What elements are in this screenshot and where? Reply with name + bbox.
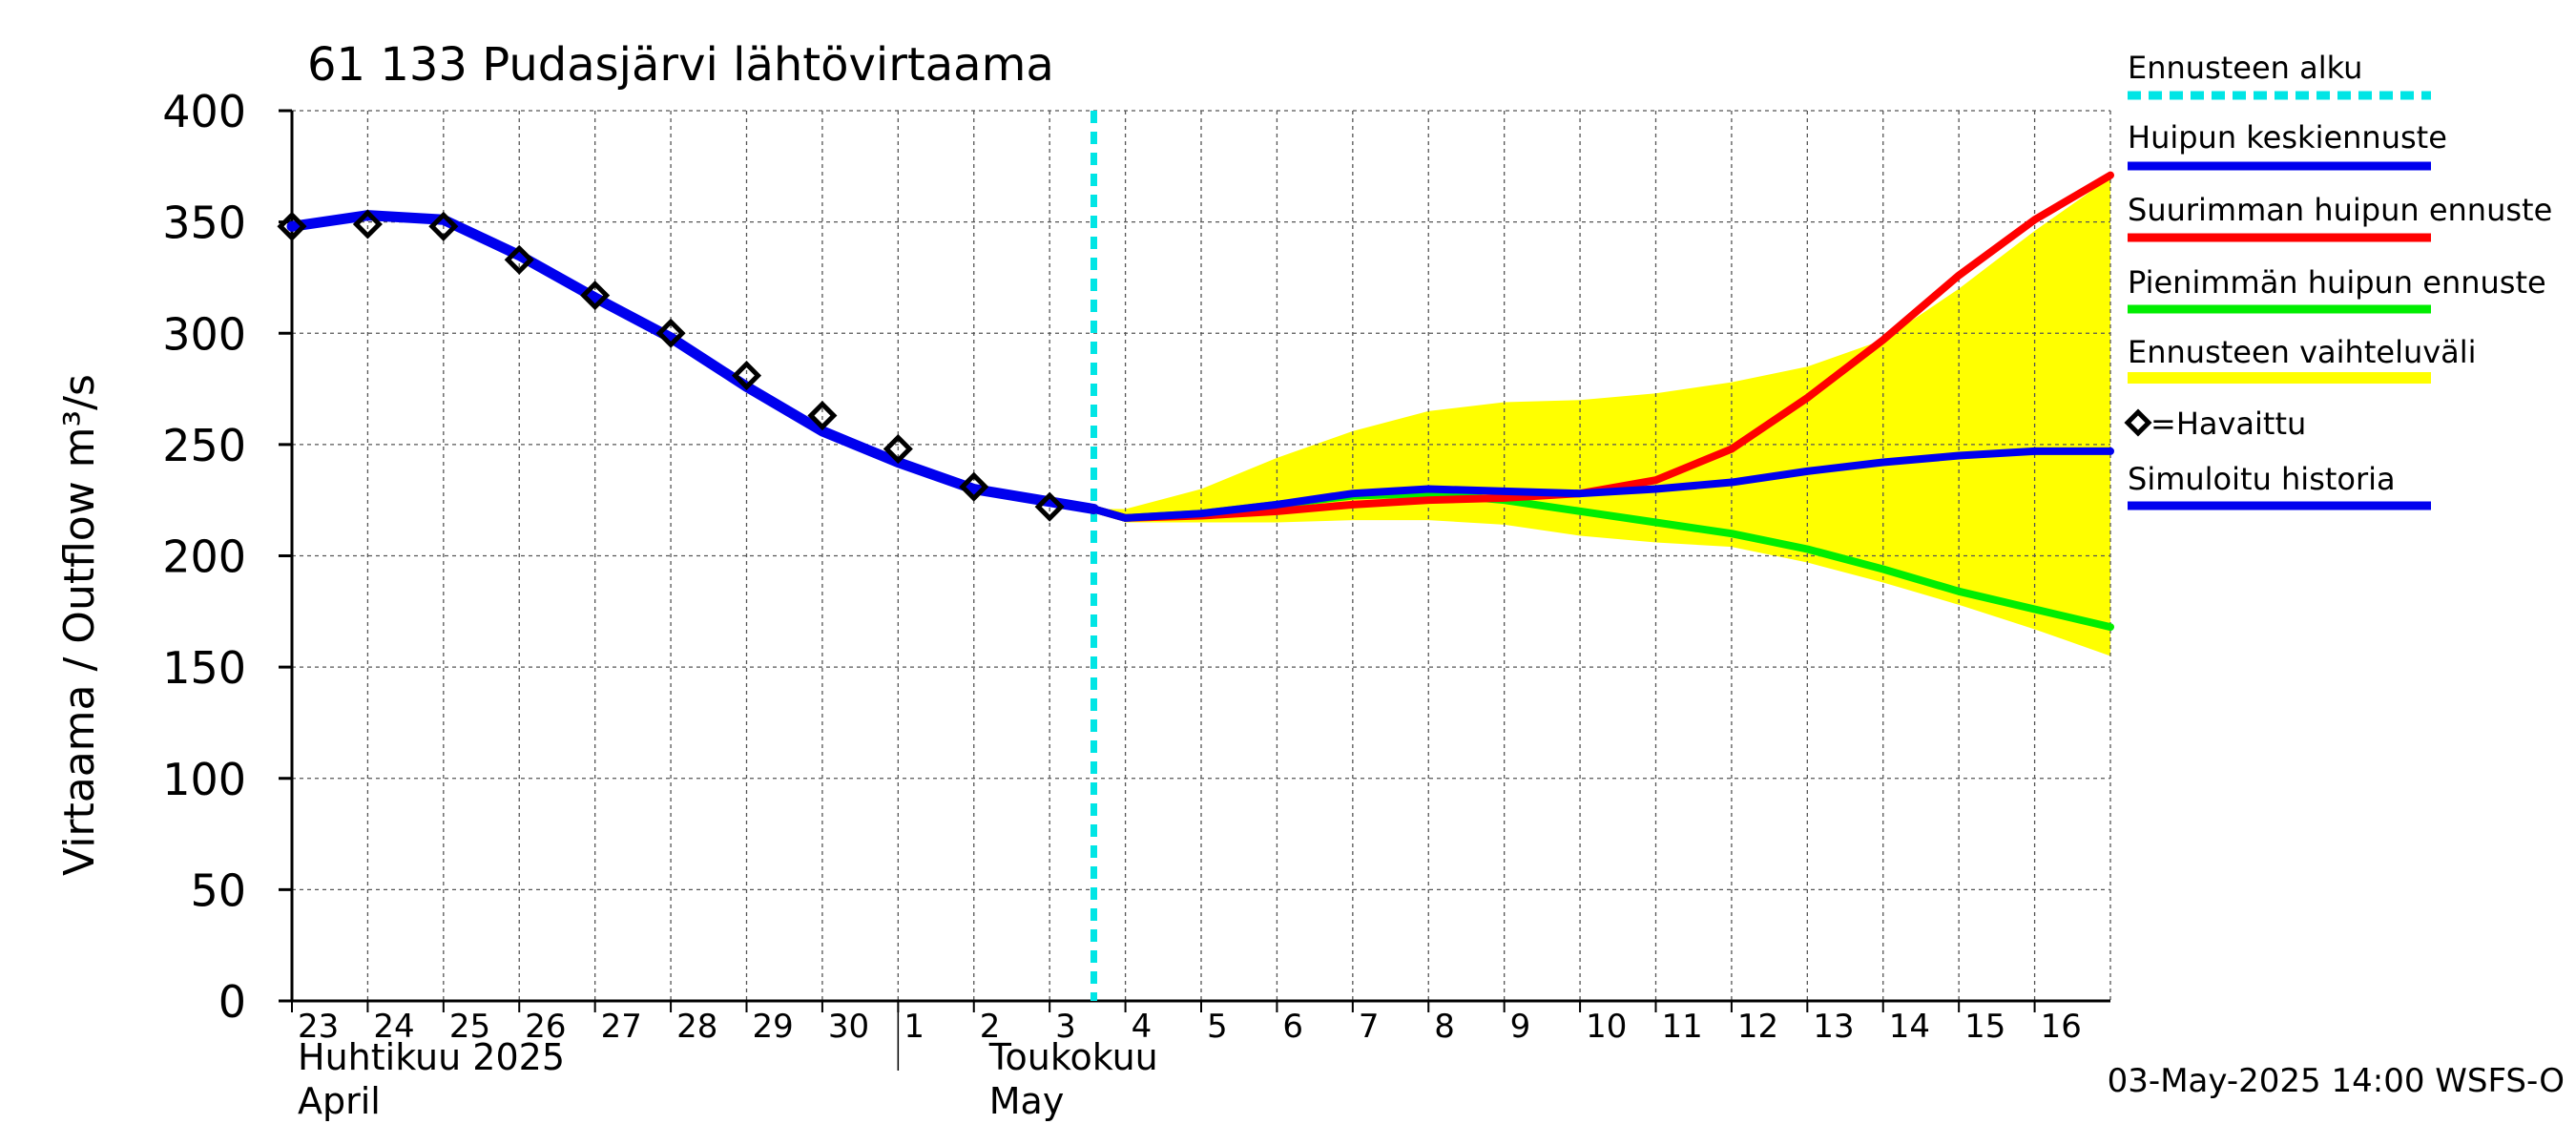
x-tick-label: 25 xyxy=(449,1008,490,1046)
observed-point xyxy=(504,244,534,275)
legend-label: Suurimman huipun ennuste xyxy=(2128,192,2552,228)
series-line xyxy=(1090,447,2114,522)
y-tick-label: 300 xyxy=(162,308,246,360)
observed-point xyxy=(807,401,838,431)
x-tick-label: 9 xyxy=(1510,1008,1531,1046)
x-tick-label: 30 xyxy=(828,1008,869,1046)
observed-point xyxy=(352,209,383,239)
observed-point xyxy=(277,211,307,241)
y-tick-label: 100 xyxy=(162,754,246,805)
y-tick-label: 350 xyxy=(162,198,246,249)
observed-point xyxy=(655,318,686,348)
month-label: Huhtikuu 2025 xyxy=(298,1036,565,1078)
legend-label: Ennusteen alku xyxy=(2128,50,2362,86)
month-label-english: May xyxy=(989,1080,1065,1122)
y-tick-label: 250 xyxy=(162,420,246,471)
x-tick-label: 24 xyxy=(373,1008,414,1046)
observed-point xyxy=(580,281,611,311)
x-tick-label: 2 xyxy=(980,1008,1001,1046)
y-tick-label: 0 xyxy=(218,976,246,1028)
x-tick-label: 1 xyxy=(904,1008,924,1046)
x-tick-label: 15 xyxy=(1964,1008,2005,1046)
x-tick-label: 8 xyxy=(1434,1008,1455,1046)
x-tick-label: 11 xyxy=(1662,1008,1703,1046)
y-tick-label: 150 xyxy=(162,642,246,694)
legend-swatch-observed xyxy=(2124,408,2152,437)
forecast-band-layer xyxy=(1093,177,2110,656)
x-tick-label: 10 xyxy=(1586,1008,1627,1046)
observed-point xyxy=(731,361,762,391)
forecast-band xyxy=(1093,177,2110,656)
observed-point xyxy=(428,211,459,241)
y-tick-label: 50 xyxy=(190,864,246,916)
observed-point xyxy=(959,471,989,502)
x-tick-label: 27 xyxy=(601,1008,642,1046)
x-tick-label: 26 xyxy=(525,1008,566,1046)
legend-label: =Havaittu xyxy=(2150,406,2306,442)
grid-layer xyxy=(292,110,2111,1001)
x-tick-label: 13 xyxy=(1813,1008,1854,1046)
x-tick-label: 28 xyxy=(676,1008,717,1046)
x-tick-label: 4 xyxy=(1132,1008,1153,1046)
month-label-english: April xyxy=(298,1080,381,1122)
month-label: Toukokuu xyxy=(988,1036,1158,1078)
y-axis-label: Virtaama / Outflow m³/s xyxy=(55,374,104,876)
observed-point xyxy=(1034,491,1065,522)
x-tick-label: 12 xyxy=(1737,1008,1778,1046)
x-tick-label: 14 xyxy=(1889,1008,1930,1046)
series-layer xyxy=(286,111,2114,1001)
observed-marker-layer xyxy=(277,209,1065,522)
x-tick-label: 6 xyxy=(1282,1008,1303,1046)
legend: Ennusteen alku Huipun keskiennuste Suurimm… xyxy=(2124,50,2552,510)
x-tick-label: 29 xyxy=(753,1008,794,1046)
observed-point xyxy=(883,434,913,465)
series-line xyxy=(286,210,1099,515)
x-tick-label: 16 xyxy=(2041,1008,2082,1046)
y-tick-label: 200 xyxy=(162,531,246,583)
legend-label: Simuloitu historia xyxy=(2128,461,2396,497)
legend-label: Huipun keskiennuste xyxy=(2128,119,2447,156)
x-tick-label: 7 xyxy=(1359,1008,1380,1046)
footer-stamp: 03-May-2025 14:00 WSFS-O xyxy=(2108,1062,2565,1100)
y-tick-label: 400 xyxy=(162,86,246,137)
x-tick-label: 3 xyxy=(1055,1008,1076,1046)
legend-label: Ennusteen vaihteluväli xyxy=(2128,334,2477,370)
x-tick-label: 23 xyxy=(298,1008,339,1046)
legend-label: Pienimmän huipun ennuste xyxy=(2128,264,2546,301)
chart-title: 61 133 Pudasjärvi lähtövirtaama xyxy=(307,38,1054,92)
x-tick-label: 5 xyxy=(1207,1008,1228,1046)
